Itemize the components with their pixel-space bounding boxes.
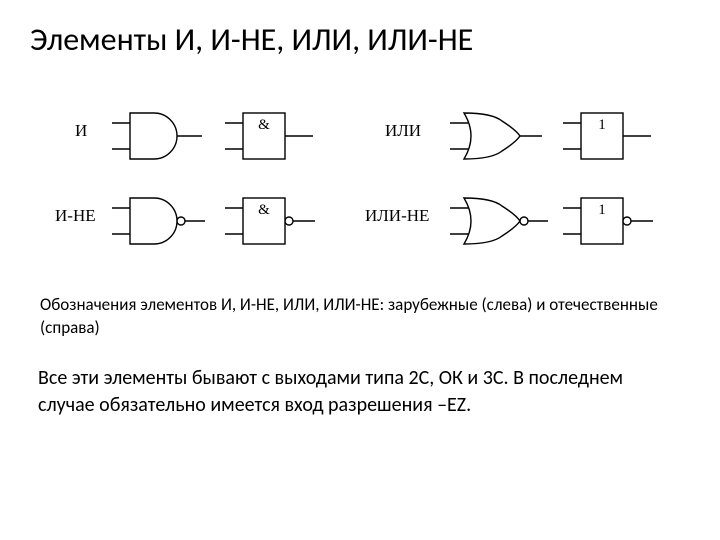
label-nand: И-НЕ [55,206,96,226]
label-and: И [75,121,87,141]
nand-gate-ansi [112,194,212,249]
nor-gate-ansi [450,194,555,249]
svg-text:&: & [258,202,270,218]
and-gate-gost: & [225,109,325,164]
svg-text:1: 1 [598,202,606,218]
label-or: ИЛИ [385,121,421,141]
svg-text:1: 1 [598,117,606,133]
nand-gate-gost: & [225,194,325,249]
body-text: Все эти элементы бывают с выходами типа … [30,365,690,419]
label-nor: ИЛИ-НЕ [365,206,429,226]
svg-text:&: & [258,117,270,133]
logic-gates-diagram: И И-НЕ ИЛИ ИЛИ-НЕ & [30,79,690,279]
diagram-caption: Обозначения элементов И, И-НЕ, ИЛИ, ИЛИ-… [30,294,690,340]
nor-gate-gost: 1 [563,194,663,249]
page-title: Элементы И, И-НЕ, ИЛИ, ИЛИ-НЕ [30,20,690,59]
and-gate-ansi [112,109,212,164]
or-gate-ansi [450,109,550,164]
or-gate-gost: 1 [563,109,663,164]
